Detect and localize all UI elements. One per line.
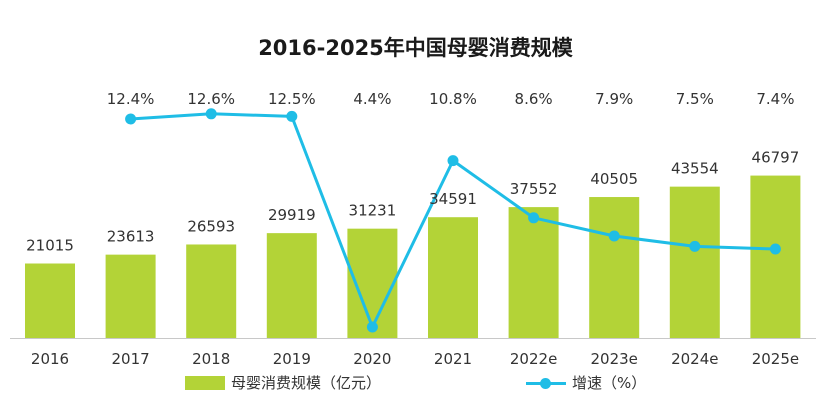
bar-value-label-2024e: 43554 xyxy=(671,160,719,178)
growth-point-2018 xyxy=(205,108,217,120)
chart-title: 2016-2025年中国母婴消费规模 xyxy=(258,36,573,60)
bar-2018 xyxy=(186,244,237,338)
x-tick-label-2024e: 2024e xyxy=(671,350,718,368)
legend-bar-label: 母婴消费规模（亿元） xyxy=(231,374,382,392)
x-tick-label-2016: 2016 xyxy=(31,350,69,368)
bar-value-label-2018: 26593 xyxy=(187,217,235,235)
legend-item-bar: 母婴消费规模（亿元） xyxy=(185,372,381,393)
x-tick-label-2019: 2019 xyxy=(273,350,311,368)
legend-line-swatch xyxy=(526,376,566,390)
bar-2024e xyxy=(669,186,720,338)
x-tick-label-2023e: 2023e xyxy=(590,350,637,368)
x-tick-label-2025e: 2025e xyxy=(752,350,799,368)
legend-bar-swatch xyxy=(185,375,225,390)
bar-value-label-2023e: 40505 xyxy=(590,170,638,188)
growth-point-2017 xyxy=(125,113,137,125)
x-tick-label-2020: 2020 xyxy=(353,350,391,368)
growth-label-2022e: 8.6% xyxy=(515,90,553,108)
bar-value-label-2025e: 46797 xyxy=(752,149,800,167)
x-tick-label-2022e: 2022e xyxy=(510,350,557,368)
bar-value-label-2019: 29919 xyxy=(268,206,316,224)
bar-value-label-2022e: 37552 xyxy=(510,180,558,198)
bar-value-label-2021: 34591 xyxy=(429,190,477,208)
bar-2022e xyxy=(508,207,559,338)
growth-label-2018: 12.6% xyxy=(187,90,235,108)
growth-point-2019 xyxy=(286,110,298,122)
bar-2017 xyxy=(105,254,156,338)
bar-2016 xyxy=(25,263,75,338)
bar-2021 xyxy=(428,217,478,338)
bar-2025e xyxy=(750,175,801,338)
growth-point-2021 xyxy=(447,155,459,167)
growth-point-2020 xyxy=(366,321,378,333)
x-tick-label-2017: 2017 xyxy=(112,350,150,368)
growth-label-2017: 12.4% xyxy=(107,90,155,108)
x-tick-label-2021: 2021 xyxy=(434,350,472,368)
growth-label-2021: 10.8% xyxy=(429,90,477,108)
growth-point-2025e xyxy=(769,243,781,255)
bar-2019 xyxy=(266,233,317,338)
bar-value-label-2020: 31231 xyxy=(349,202,397,220)
legend-item-line: 增速（%） xyxy=(526,372,646,393)
growth-line-layer xyxy=(125,108,781,333)
bar-value-label-2017: 23613 xyxy=(107,228,155,246)
growth-label-2019: 12.5% xyxy=(268,90,316,108)
legend-line-label: 增速（%） xyxy=(572,374,647,392)
growth-point-2022e xyxy=(528,212,540,224)
growth-label-2025e: 7.4% xyxy=(756,90,794,108)
growth-point-2023e xyxy=(608,230,620,242)
bars-layer xyxy=(25,175,801,338)
growth-label-2020: 4.4% xyxy=(353,90,391,108)
bar-2023e xyxy=(589,197,640,338)
labels-layer: 21015 2016 23613 2017 26593 2018 29919 2019 3123… xyxy=(26,90,799,368)
growth-label-2023e: 7.9% xyxy=(595,90,633,108)
growth-label-2024e: 7.5% xyxy=(676,90,714,108)
bar-value-label-2016: 21015 xyxy=(26,237,74,255)
x-tick-label-2018: 2018 xyxy=(192,350,230,368)
growth-point-2024e xyxy=(689,240,701,252)
